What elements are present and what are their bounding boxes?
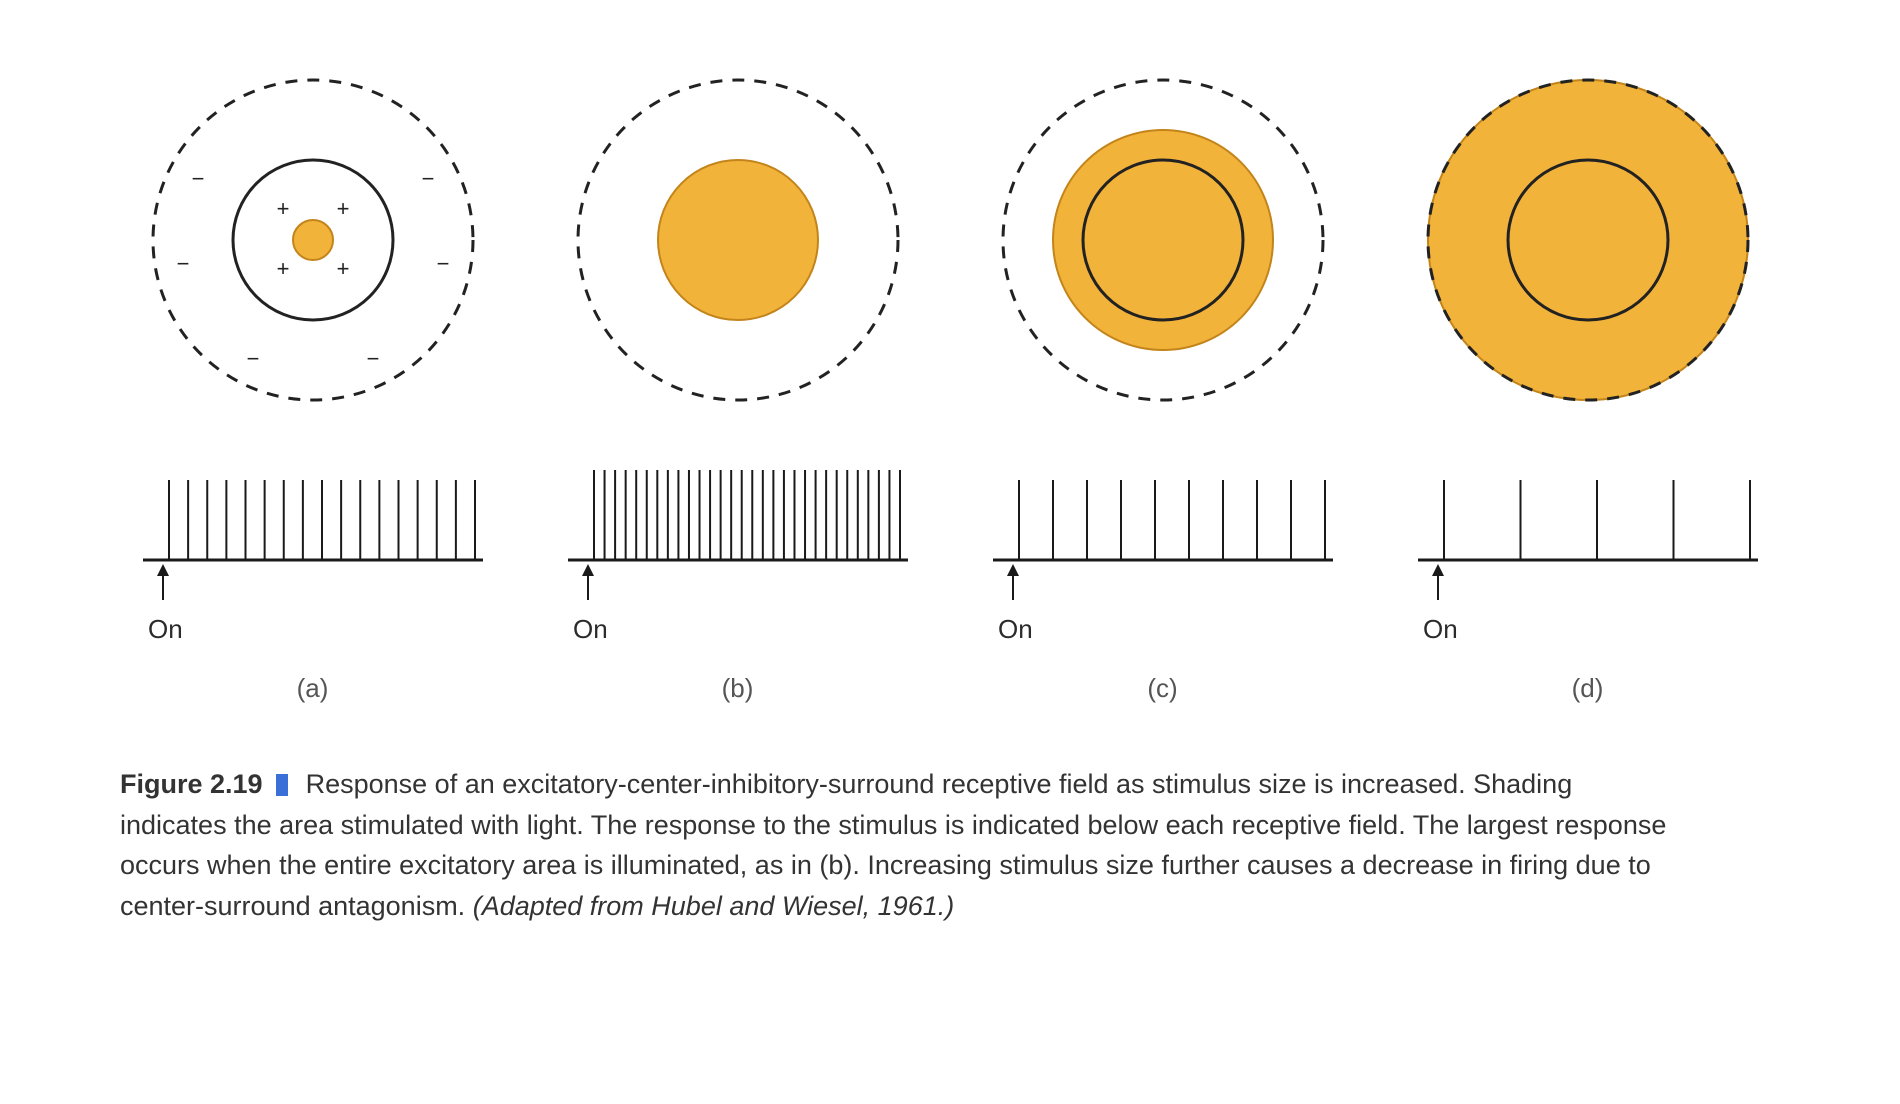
panel-b: On (b) xyxy=(545,60,930,704)
spike-train-a xyxy=(133,450,493,610)
svg-text:+: + xyxy=(336,196,349,221)
receptive-field-a: + + + + − − − − − − xyxy=(133,60,493,420)
spike-train-d xyxy=(1408,450,1768,610)
panels-row: + + + + − − − − − − On (a) On (b) On (c) On (d) xyxy=(120,60,1780,704)
svg-text:+: + xyxy=(276,256,289,281)
panel-label-b: (b) xyxy=(722,673,754,704)
figure-number: Figure 2.19 xyxy=(120,769,263,799)
svg-text:−: − xyxy=(421,166,434,191)
on-label-a: On xyxy=(148,614,183,645)
svg-text:−: − xyxy=(366,346,379,371)
receptive-field-b xyxy=(558,60,918,420)
panel-label-a: (a) xyxy=(297,673,329,704)
svg-text:+: + xyxy=(276,196,289,221)
svg-text:−: − xyxy=(436,251,449,276)
spike-train-b xyxy=(558,450,918,610)
caption-bullet-icon xyxy=(276,774,288,796)
panel-d: On (d) xyxy=(1395,60,1780,704)
on-label-c: On xyxy=(998,614,1033,645)
panel-c: On (c) xyxy=(970,60,1355,704)
receptive-field-d xyxy=(1408,60,1768,420)
svg-text:−: − xyxy=(176,251,189,276)
figure-container: + + + + − − − − − − On (a) On (b) On (c) On (d) Figure 2.… xyxy=(0,0,1900,966)
spike-train-c xyxy=(983,450,1343,610)
caption-attribution: (Adapted from Hubel and Wiesel, 1961.) xyxy=(473,891,955,921)
receptive-field-c xyxy=(983,60,1343,420)
on-label-b: On xyxy=(573,614,608,645)
svg-text:+: + xyxy=(336,256,349,281)
panel-a: + + + + − − − − − − On (a) xyxy=(120,60,505,704)
on-label-d: On xyxy=(1423,614,1458,645)
svg-text:−: − xyxy=(191,166,204,191)
panel-label-d: (d) xyxy=(1572,673,1604,704)
figure-caption: Figure 2.19 Response of an excitatory-ce… xyxy=(120,764,1680,926)
svg-text:−: − xyxy=(246,346,259,371)
panel-label-c: (c) xyxy=(1147,673,1177,704)
